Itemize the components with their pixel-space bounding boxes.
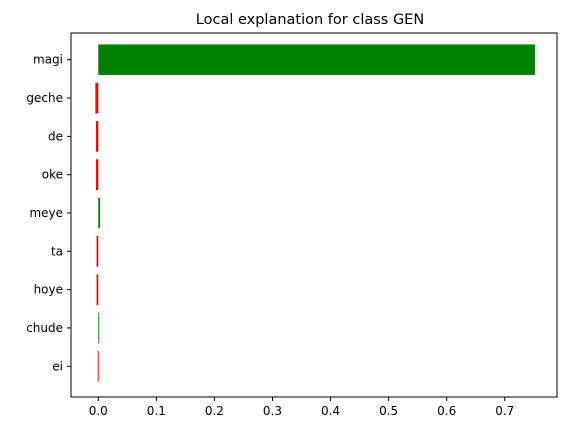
x-tick-label: 0.4 <box>321 404 340 418</box>
y-tick-label: geche <box>26 91 63 105</box>
y-tick-label: magi <box>33 53 63 67</box>
x-tick-label: 0.2 <box>205 404 224 418</box>
y-tick-label: oke <box>42 168 63 182</box>
bars-group <box>95 44 535 382</box>
chart-title: Local explanation for class GEN <box>196 12 424 28</box>
x-tick-label: 0.5 <box>379 404 398 418</box>
y-tick-label: ta <box>51 244 63 258</box>
y-tick-label: chude <box>26 321 63 335</box>
bar-de <box>95 121 99 152</box>
bar-geche <box>95 82 99 114</box>
bar-meye <box>98 197 101 229</box>
x-tick-label: 0.6 <box>437 404 456 418</box>
y-axis: magi geche de oke meye ta hoye chude ei <box>26 53 71 373</box>
bar-ei <box>97 350 99 382</box>
x-tick-label: 0.1 <box>147 404 166 418</box>
y-tick-label: ei <box>52 359 63 373</box>
x-axis: 0.0 0.1 0.2 0.3 0.4 0.5 0.6 0.7 <box>89 397 514 418</box>
x-tick-label: 0.0 <box>89 404 108 418</box>
bar-hoye <box>96 274 99 305</box>
x-tick-label: 0.7 <box>495 404 514 418</box>
bar-oke <box>95 159 99 191</box>
y-tick-label: meye <box>29 206 63 220</box>
plot-frame <box>70 32 558 398</box>
y-tick-label: hoye <box>34 283 63 297</box>
y-tick-label: de <box>48 129 63 143</box>
bar-ta <box>96 235 99 267</box>
bar-chude <box>98 312 100 344</box>
x-tick-label: 0.3 <box>263 404 282 418</box>
bar-magi <box>98 44 535 76</box>
